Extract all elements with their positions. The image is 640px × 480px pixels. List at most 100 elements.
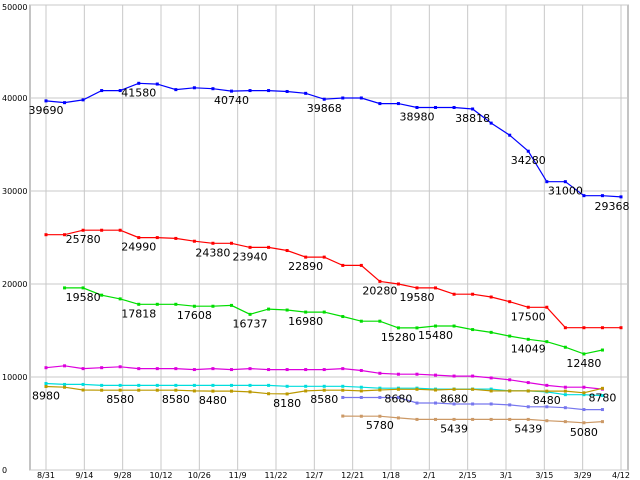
data-point bbox=[452, 292, 456, 296]
data-point bbox=[434, 388, 438, 392]
data-point bbox=[582, 352, 586, 356]
data-point bbox=[192, 368, 196, 372]
data-point bbox=[359, 385, 363, 389]
data-point bbox=[415, 401, 419, 405]
data-point bbox=[452, 374, 456, 378]
data-point bbox=[100, 228, 104, 232]
data-label: 29368 bbox=[595, 200, 630, 213]
data-point bbox=[619, 195, 623, 199]
data-label: 14049 bbox=[511, 342, 546, 355]
data-point bbox=[378, 414, 382, 418]
data-point bbox=[63, 101, 67, 105]
data-point bbox=[304, 384, 308, 388]
data-label: 41580 bbox=[121, 86, 156, 99]
data-point bbox=[229, 89, 233, 93]
data-point bbox=[434, 324, 438, 328]
data-point bbox=[508, 133, 512, 137]
data-point bbox=[81, 388, 85, 392]
series-6 bbox=[44, 384, 604, 396]
series-1 bbox=[44, 81, 623, 199]
data-label: 8480 bbox=[533, 394, 561, 407]
series-8 bbox=[341, 414, 604, 425]
data-point bbox=[378, 279, 382, 283]
grid bbox=[29, 4, 629, 471]
data-point bbox=[378, 371, 382, 375]
data-point bbox=[545, 389, 549, 393]
data-point bbox=[489, 387, 493, 391]
data-point bbox=[359, 263, 363, 267]
data-point bbox=[229, 368, 233, 372]
data-labels: 39690 41580 40740 39868 38980 38818 34280 31000… bbox=[29, 86, 630, 438]
x-tick-label: 2/15 bbox=[459, 471, 477, 480]
data-label: 8580 bbox=[310, 393, 338, 406]
data-point bbox=[415, 105, 419, 109]
data-point bbox=[600, 394, 604, 398]
series-line bbox=[46, 229, 621, 329]
data-point bbox=[174, 88, 178, 92]
data-point bbox=[545, 419, 549, 423]
data-point bbox=[600, 408, 604, 412]
data-point bbox=[211, 241, 215, 245]
data-point bbox=[563, 393, 567, 397]
data-point bbox=[44, 233, 48, 237]
data-point bbox=[304, 91, 308, 95]
data-point bbox=[396, 395, 400, 399]
data-point bbox=[396, 387, 400, 391]
data-label: 17608 bbox=[177, 309, 212, 322]
data-point bbox=[192, 239, 196, 243]
data-point bbox=[582, 385, 586, 389]
data-point bbox=[600, 386, 604, 390]
data-point bbox=[229, 383, 233, 387]
x-tick-label: 4/12 bbox=[612, 471, 630, 480]
data-point bbox=[489, 417, 493, 421]
data-point bbox=[211, 304, 215, 308]
data-point bbox=[211, 367, 215, 371]
data-label: 17818 bbox=[121, 307, 156, 320]
data-label: 34280 bbox=[511, 154, 546, 167]
data-point bbox=[359, 319, 363, 323]
data-label: 25780 bbox=[66, 233, 101, 246]
data-label: 15280 bbox=[381, 331, 416, 344]
data-point bbox=[600, 420, 604, 424]
data-point bbox=[81, 367, 85, 371]
x-tick-label: 10/26 bbox=[188, 471, 211, 480]
data-point bbox=[155, 388, 159, 392]
data-point bbox=[137, 367, 141, 371]
x-tick-label: 9/14 bbox=[75, 471, 93, 480]
data-point bbox=[267, 368, 271, 372]
data-point bbox=[378, 102, 382, 106]
data-point bbox=[489, 389, 493, 393]
data-point bbox=[63, 385, 67, 389]
data-point bbox=[341, 384, 345, 388]
data-point bbox=[44, 384, 48, 388]
data-point bbox=[415, 372, 419, 376]
data-point bbox=[322, 368, 326, 372]
data-point bbox=[248, 383, 252, 387]
data-point bbox=[137, 81, 141, 85]
data-point bbox=[489, 121, 493, 125]
data-label: 5439 bbox=[514, 422, 542, 435]
data-point bbox=[341, 315, 345, 319]
data-point bbox=[582, 391, 586, 395]
data-point bbox=[304, 255, 308, 259]
data-point bbox=[452, 417, 456, 421]
data-point bbox=[100, 366, 104, 370]
data-label: 16737 bbox=[233, 317, 268, 330]
data-point bbox=[341, 388, 345, 392]
data-label: 8680 bbox=[384, 392, 412, 405]
data-point bbox=[526, 381, 530, 385]
data-label: 31000 bbox=[548, 185, 583, 198]
data-point bbox=[452, 387, 456, 391]
data-point bbox=[229, 389, 233, 393]
x-axis: 8/31 9/14 9/28 10/12 10/26 11/9 11/22 12/7 12/21… bbox=[37, 471, 630, 480]
data-point bbox=[322, 97, 326, 101]
data-point bbox=[44, 99, 48, 103]
data-label: 8580 bbox=[106, 393, 134, 406]
data-point bbox=[471, 387, 475, 391]
series-3 bbox=[63, 286, 604, 356]
x-tick-label: 11/22 bbox=[264, 471, 287, 480]
data-point bbox=[341, 367, 345, 371]
data-point bbox=[434, 105, 438, 109]
data-label: 24990 bbox=[121, 241, 156, 254]
series-line bbox=[45, 82, 622, 198]
